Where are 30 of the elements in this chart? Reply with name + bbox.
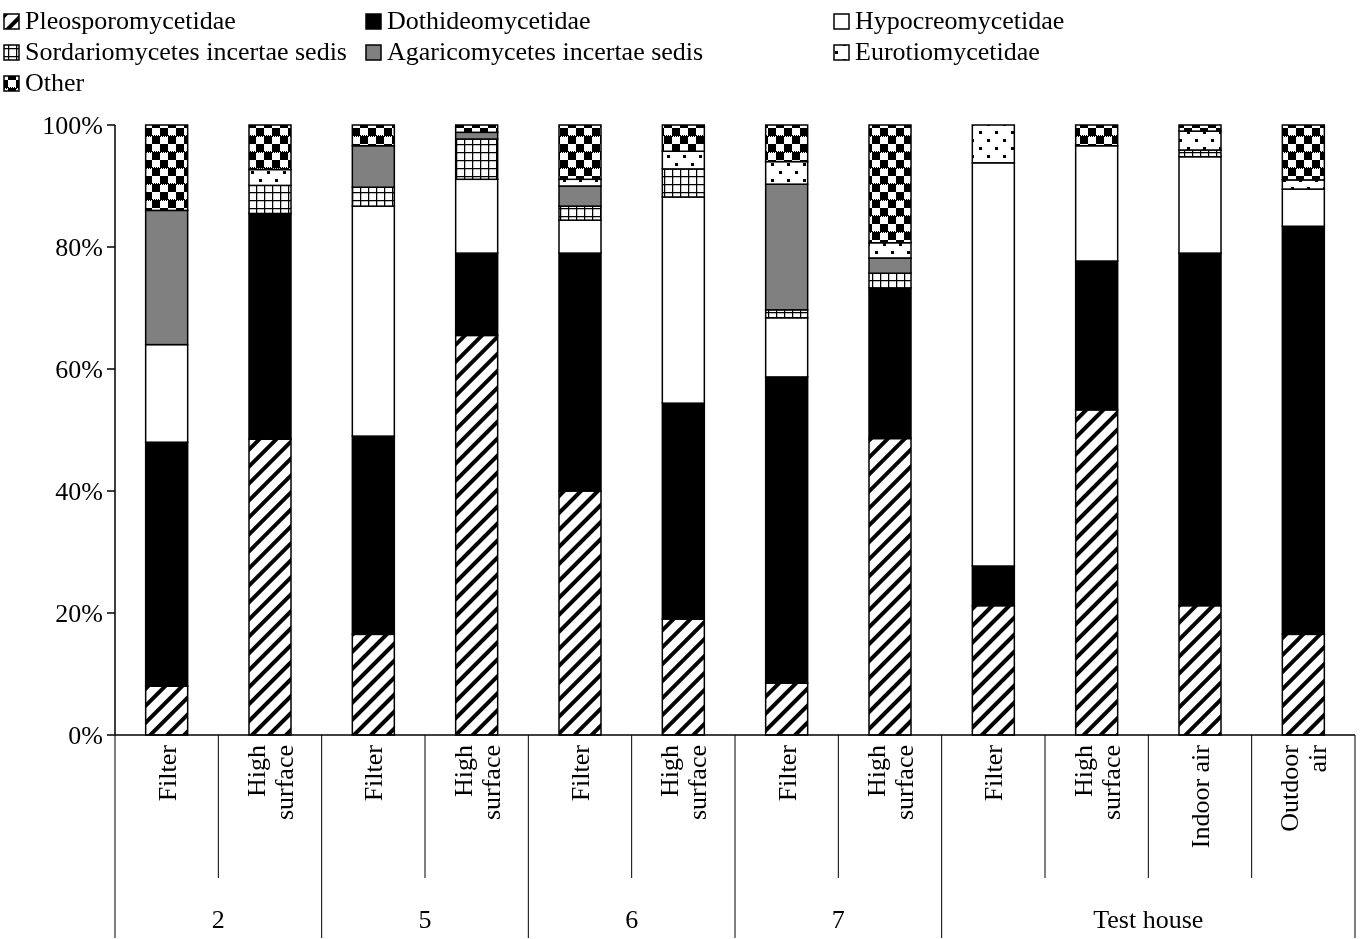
y-tick-label: 60% xyxy=(55,355,103,385)
text: 7 xyxy=(831,905,845,934)
legend-label: Other xyxy=(25,68,85,97)
x-tick-label: Filter xyxy=(772,744,802,802)
text: 2 xyxy=(211,905,225,934)
x-tick-label: Filter xyxy=(359,744,389,802)
x-tick-label: Outdoor air xyxy=(1275,744,1333,832)
x-tick-label: High surface xyxy=(1068,745,1126,821)
x-tick-label: High surface xyxy=(655,745,713,821)
x-tick-label: Filter xyxy=(152,744,182,802)
y-tick-label: 0% xyxy=(68,721,103,751)
legend-label: Pleosporomycetidae xyxy=(25,6,236,35)
text: Test house xyxy=(1093,905,1204,934)
legend-label: Agaricomycetes incertae sedis xyxy=(387,37,704,66)
x-tick-label: High surface xyxy=(242,745,300,821)
x-tick-label: Filter xyxy=(566,744,596,802)
y-tick-label: 20% xyxy=(55,599,103,629)
legend-label: Sordariomycetes incertae sedis xyxy=(25,37,347,66)
y-tick-label: 80% xyxy=(55,233,103,263)
text: 5 xyxy=(418,905,432,934)
legend-label: Eurotiomycetidae xyxy=(855,37,1040,66)
x-tick-label: High surface xyxy=(448,745,506,821)
legend-label: Dothideomycetidae xyxy=(387,6,591,35)
y-tick-label: 100% xyxy=(42,111,103,141)
text: 6 xyxy=(625,905,639,934)
legend-label: Hypocreomycetidae xyxy=(855,6,1065,35)
x-tick-label: Indoor air xyxy=(1186,744,1216,849)
x-tick-label: Filter xyxy=(979,744,1009,802)
y-tick-label: 40% xyxy=(55,477,103,507)
x-tick-label: High surface xyxy=(862,745,920,821)
